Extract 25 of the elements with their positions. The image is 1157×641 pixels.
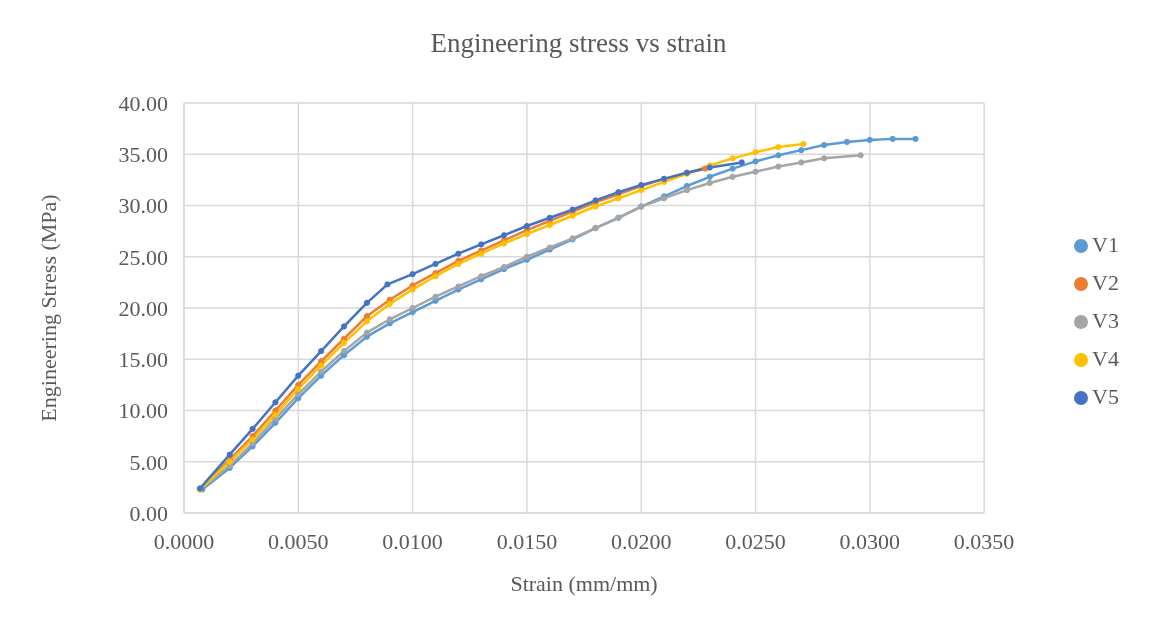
y-tick-label: 25.00 [118, 244, 168, 270]
x-tick-label: 0.0000 [153, 528, 215, 554]
y-tick-label: 5.00 [129, 449, 168, 475]
x-tick-label: 0.0150 [496, 528, 558, 554]
x-tick-label: 0.0300 [839, 528, 901, 554]
legend-label: V3 [1092, 307, 1119, 333]
legend-label: V4 [1092, 345, 1119, 371]
y-axis-title: Engineering Stress (MPa) [35, 194, 61, 422]
y-tick-label: 15.00 [118, 347, 168, 373]
y-tick-label: 35.00 [118, 142, 168, 168]
x-tick-label: 0.0100 [382, 528, 443, 554]
legend-label: V1 [1092, 231, 1119, 257]
x-axis-title: Strain (mm/mm) [510, 571, 658, 596]
y-tick-label: 30.00 [118, 193, 168, 219]
y-tick-label: 20.00 [118, 295, 168, 321]
legend-label: V2 [1092, 269, 1119, 295]
x-tick-label: 0.0200 [610, 528, 672, 554]
y-tick-label: 40.00 [118, 90, 168, 116]
y-tick-label: 10.00 [118, 398, 168, 424]
legend-label: V5 [1092, 383, 1119, 409]
chart-title: Engineering stress vs strain [429, 28, 728, 59]
x-tick-label: 0.0250 [725, 528, 786, 554]
x-tick-label: 0.0050 [268, 528, 329, 554]
x-tick-label: 0.0350 [953, 528, 1015, 554]
y-tick-label: 0.00 [129, 500, 168, 526]
